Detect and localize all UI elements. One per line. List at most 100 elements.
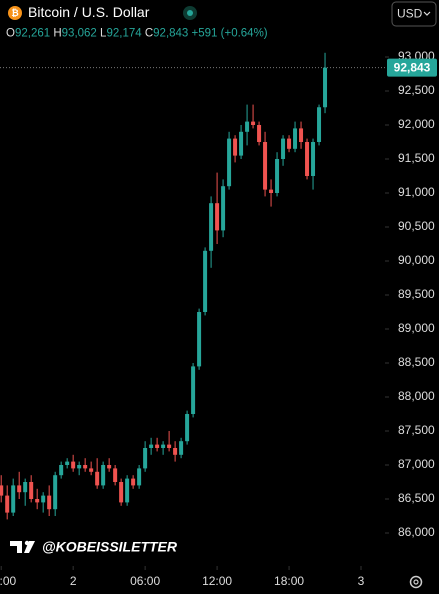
candle-body xyxy=(203,250,208,312)
x-tick-label: 3 xyxy=(358,574,365,588)
candle-body xyxy=(5,495,10,513)
candle-body xyxy=(125,478,130,503)
candle-body xyxy=(71,461,76,469)
y-tick-label: 86,500 xyxy=(398,491,435,505)
candle-body xyxy=(227,138,232,187)
y-tick-label: 88,000 xyxy=(398,389,435,403)
x-tick-label: 06:00 xyxy=(130,574,160,588)
candle-body xyxy=(119,482,124,503)
candle-body xyxy=(221,186,226,231)
candle-body xyxy=(161,444,166,448)
svg-text:₿: ₿ xyxy=(11,8,18,18)
candle-body xyxy=(59,465,64,476)
currency-label[interactable]: USD xyxy=(397,7,423,21)
x-tick-label: 18:00 xyxy=(274,574,304,588)
candle-body xyxy=(305,142,310,176)
candle-body xyxy=(299,128,304,142)
dropdown-arrow[interactable] xyxy=(423,11,431,16)
candle-body xyxy=(143,448,148,469)
y-tick-label: 86,000 xyxy=(398,525,435,539)
candle-body xyxy=(95,471,100,486)
candle-body xyxy=(35,499,40,503)
currency-button[interactable] xyxy=(391,1,437,27)
last-price-box xyxy=(387,58,437,77)
candle-body xyxy=(65,461,70,465)
ohlc-value: 92,261 xyxy=(15,28,50,40)
candle-body xyxy=(257,125,262,142)
candle-body xyxy=(197,312,202,367)
market-status xyxy=(183,6,197,20)
candle-body xyxy=(107,465,112,469)
candle-body xyxy=(287,138,292,149)
candle-body xyxy=(251,121,256,125)
ohlc-value: 93,062 xyxy=(62,28,97,40)
candle-body xyxy=(167,444,172,448)
symbol-icon: ₿ xyxy=(8,6,22,20)
candle-body xyxy=(53,475,58,510)
candle-body xyxy=(233,138,238,156)
y-tick-label: 92,000 xyxy=(398,117,435,131)
ohlc-value: 92,174 xyxy=(106,28,142,40)
candle-body xyxy=(41,495,46,503)
candle-body xyxy=(209,203,214,251)
y-tick-label: 91,500 xyxy=(398,151,435,165)
ohlc-legend: O92,261 H93,062 L92,174 C92,843 +591 (+0… xyxy=(6,28,268,40)
candle-body xyxy=(263,142,268,190)
y-tick-label: 91,000 xyxy=(398,185,435,199)
settings-icon[interactable] xyxy=(409,575,423,589)
candle-body xyxy=(281,138,286,159)
candle-body xyxy=(101,465,106,486)
candle-body xyxy=(149,444,154,448)
ohlc-value: 92,843 xyxy=(153,28,188,40)
candle-body xyxy=(113,468,118,482)
candle-body xyxy=(0,485,4,496)
candle-body xyxy=(29,482,34,499)
y-tick-label: 90,500 xyxy=(398,219,435,233)
candle-body xyxy=(185,414,190,442)
ohlc-key: L xyxy=(100,28,107,40)
candle-body xyxy=(137,468,142,486)
candle-body xyxy=(155,444,160,448)
candle-body xyxy=(245,121,250,132)
y-tick-label: 89,000 xyxy=(398,321,435,335)
y-tick-label: 92,500 xyxy=(398,83,435,97)
last-price-label: 92,843 xyxy=(394,60,431,74)
x-tick-label: 18:00 xyxy=(0,574,17,588)
candle-body xyxy=(275,159,280,193)
watermark: @KOBEISSILETTER xyxy=(42,539,178,555)
candle-body xyxy=(179,441,184,455)
candle-body xyxy=(17,485,22,493)
candle-body xyxy=(131,478,136,486)
candle-body xyxy=(239,131,244,156)
x-tick-label: 2 xyxy=(70,574,77,588)
candle-body xyxy=(83,465,88,469)
y-tick-label: 89,500 xyxy=(398,287,435,301)
y-tick-label: 87,500 xyxy=(398,423,435,437)
candle-body xyxy=(77,465,82,469)
x-tick-label: 12:00 xyxy=(202,574,232,588)
candle-body xyxy=(11,485,16,513)
chart-title: Bitcoin / U.S. Dollar xyxy=(28,4,150,20)
candle-body xyxy=(191,366,196,414)
watermark-logo xyxy=(10,540,35,553)
candle-body xyxy=(47,495,52,510)
y-tick-label: 87,000 xyxy=(398,457,435,471)
candle-body xyxy=(317,107,322,142)
candle-body xyxy=(269,189,274,193)
ohlc-key: H xyxy=(53,28,61,40)
candle-body xyxy=(89,468,94,472)
ohlc-key: O xyxy=(6,28,15,40)
candle-body xyxy=(323,67,328,108)
candle-body xyxy=(23,482,28,493)
candle-body xyxy=(215,203,220,231)
y-tick-label: 90,000 xyxy=(398,253,435,267)
ohlc-change: +591 (+0.64%) xyxy=(192,28,268,40)
plot-area: 86,000 86,500 87,000 87,500 88,000 88,500 89,0… xyxy=(0,49,437,588)
candle-body xyxy=(293,128,298,149)
y-tick-label: 88,500 xyxy=(398,355,435,369)
candle-body xyxy=(311,142,316,176)
candle-body xyxy=(173,448,178,455)
